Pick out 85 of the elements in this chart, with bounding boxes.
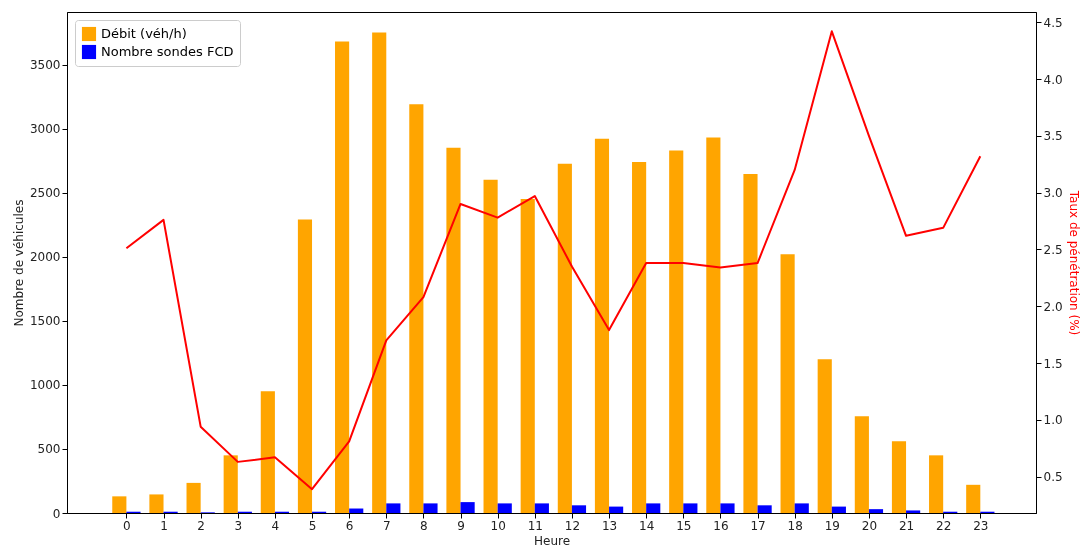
bar bbox=[706, 137, 721, 513]
x-tick-label: 12 bbox=[564, 518, 581, 533]
x-tick-label: 4 bbox=[271, 518, 280, 533]
y-tick-label: 1000 bbox=[29, 378, 61, 393]
x-tick-label: 15 bbox=[676, 518, 692, 533]
bar bbox=[683, 503, 698, 513]
bar bbox=[520, 199, 535, 513]
x-tick-label: 16 bbox=[713, 518, 729, 533]
bar bbox=[297, 219, 313, 513]
x-tick-label: 1 bbox=[160, 518, 168, 533]
bar bbox=[335, 41, 350, 513]
bar bbox=[966, 484, 981, 513]
x-tick-label: 10 bbox=[490, 518, 506, 533]
bar bbox=[223, 455, 238, 513]
x-tick-label: 20 bbox=[861, 518, 878, 533]
legend-label: Nombre sondes FCD bbox=[101, 44, 234, 59]
x-tick-label: 7 bbox=[382, 518, 391, 533]
bar bbox=[497, 503, 512, 513]
x-tick-label: 0 bbox=[123, 518, 131, 533]
bar bbox=[594, 138, 610, 513]
x-tick-label: 22 bbox=[936, 518, 952, 533]
bar bbox=[854, 416, 869, 513]
x-tick-label: 18 bbox=[787, 518, 803, 533]
bar bbox=[891, 441, 907, 513]
bar bbox=[632, 161, 647, 513]
y2-tick-label: 1.5 bbox=[1043, 356, 1063, 371]
y2-axis-title: Taux de pénétration (%) bbox=[1066, 189, 1081, 336]
bar bbox=[609, 506, 624, 513]
bar bbox=[460, 502, 475, 513]
y-tick-label: 1500 bbox=[29, 314, 61, 329]
bar bbox=[743, 174, 758, 513]
bar bbox=[446, 147, 461, 513]
x-tick-label: 13 bbox=[601, 518, 618, 533]
y2-tick-label: 0.5 bbox=[1043, 470, 1063, 485]
bar bbox=[831, 506, 846, 513]
bar bbox=[149, 494, 164, 513]
bar bbox=[906, 510, 921, 513]
bar bbox=[757, 505, 772, 513]
bar bbox=[669, 150, 684, 513]
y2-tick-label: 3.5 bbox=[1043, 129, 1063, 144]
y2-tick-label: 2.5 bbox=[1043, 242, 1063, 257]
y-axis-title: Nombre de véhicules bbox=[11, 199, 26, 327]
x-tick-label: 8 bbox=[420, 518, 428, 533]
y-tick-label: 3000 bbox=[29, 122, 61, 137]
x-tick-label: 9 bbox=[457, 518, 465, 533]
bar bbox=[483, 179, 498, 513]
bar bbox=[260, 391, 275, 513]
x-tick-label: 3 bbox=[234, 518, 243, 533]
x-tick-label: 19 bbox=[824, 518, 840, 533]
y-tick-label: 2500 bbox=[29, 186, 61, 201]
legend-label: Débit (véh/h) bbox=[101, 26, 187, 41]
y2-tick-label: 1.0 bbox=[1043, 413, 1063, 428]
y-tick-label: 0 bbox=[52, 506, 61, 521]
bar bbox=[409, 104, 424, 513]
y2-tick-label: 2.0 bbox=[1043, 299, 1063, 314]
y-tick-label: 500 bbox=[37, 442, 61, 457]
bar bbox=[780, 254, 795, 513]
bar bbox=[929, 455, 944, 513]
bar bbox=[557, 163, 572, 513]
bar bbox=[372, 32, 387, 513]
bar bbox=[534, 503, 549, 513]
x-tick-label: 17 bbox=[750, 518, 766, 533]
x-tick-label: 11 bbox=[527, 518, 543, 533]
y-tick-label: 3500 bbox=[29, 58, 61, 73]
x-axis-title: Heure bbox=[533, 533, 571, 548]
bar bbox=[112, 496, 127, 513]
bar bbox=[186, 482, 201, 513]
bar bbox=[423, 503, 438, 513]
x-tick-label: 14 bbox=[639, 518, 655, 533]
x-tick-label: 6 bbox=[345, 518, 354, 533]
x-tick-label: 5 bbox=[308, 518, 317, 533]
y2-tick-label: 4.5 bbox=[1043, 15, 1063, 30]
x-tick-label: 21 bbox=[898, 518, 915, 533]
bar bbox=[646, 503, 661, 513]
bar bbox=[794, 503, 809, 513]
bar bbox=[571, 505, 587, 513]
x-tick-label: 2 bbox=[197, 518, 205, 533]
bar bbox=[817, 359, 832, 513]
bar bbox=[386, 503, 401, 513]
y-tick-label: 2000 bbox=[29, 250, 61, 265]
y2-tick-label: 3.0 bbox=[1043, 186, 1063, 201]
bar bbox=[868, 509, 884, 513]
x-tick-label: 23 bbox=[973, 518, 989, 533]
bar bbox=[720, 503, 735, 513]
y2-tick-label: 4.0 bbox=[1043, 72, 1063, 87]
